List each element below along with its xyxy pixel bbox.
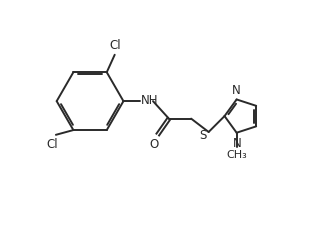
Text: N: N [233,136,242,150]
Text: CH₃: CH₃ [226,150,247,160]
Text: Cl: Cl [46,138,58,151]
Text: NH: NH [141,94,159,107]
Text: S: S [199,129,207,142]
Text: N: N [232,84,240,97]
Text: Cl: Cl [109,39,121,52]
Text: O: O [149,138,159,151]
